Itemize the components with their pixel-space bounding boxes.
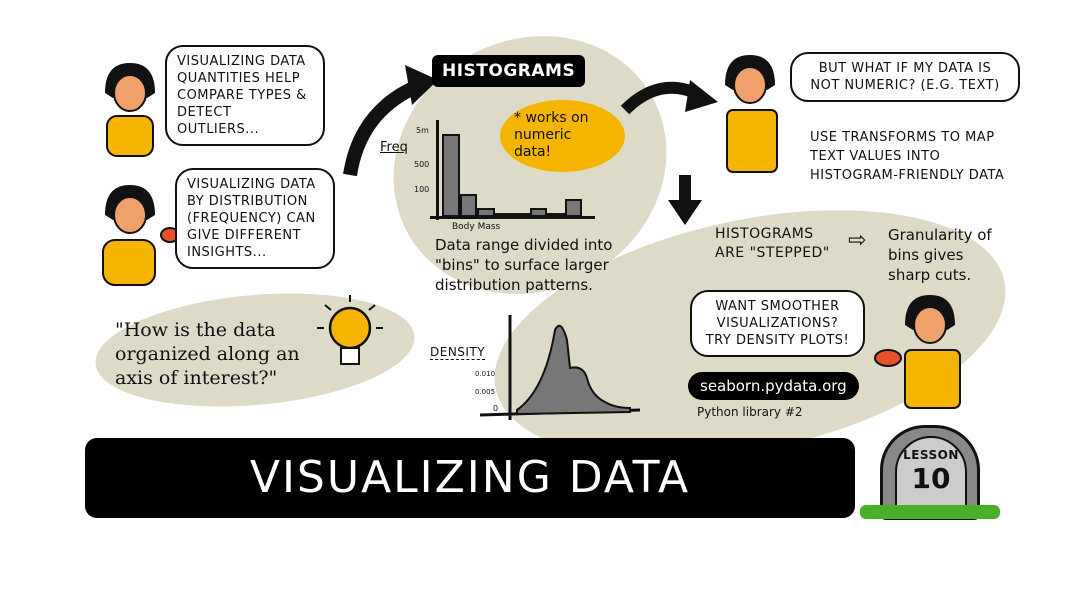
bins-caption: Data range divided into "bins" to surfac… (435, 236, 613, 294)
arrow-down-icon (668, 175, 702, 225)
histogram-bar (564, 198, 582, 217)
implies-arrow-icon: ⇨ (848, 228, 867, 253)
speech-bubble-distribution: Visualizing data by distribution (freque… (175, 168, 335, 269)
lesson-number: 10 (911, 462, 951, 495)
python-library-text: Python library #2 (697, 405, 803, 419)
lightbulb-icon (317, 295, 383, 365)
histogram-x-axis (430, 216, 595, 219)
histogram-ytick: 500 (414, 160, 430, 169)
density-chart: Density 0.010 0.005 0 (425, 310, 645, 425)
question-text: "How is the data organized along an axis… (115, 319, 300, 389)
person-illustration (725, 55, 778, 173)
histogram-bar (512, 213, 530, 217)
person-illustration (105, 63, 155, 157)
histogram-bar (547, 213, 565, 217)
density-ylabel: Density (430, 345, 486, 360)
histogram-xlabel: Body Mass (452, 222, 501, 232)
histograms-title: Histograms (432, 55, 586, 87)
speech-bubble-smoother: Want smoother visualizations? Try densit… (690, 290, 865, 357)
grass-decoration (860, 505, 1000, 519)
speech-bubble-quantities: Visualizing data quantities help compare… (165, 45, 325, 146)
histogram-y-axis (436, 120, 439, 220)
person-illustration (102, 185, 180, 286)
histogram-bar (494, 213, 512, 217)
transforms-text: Use transforms to map text values into h… (810, 130, 1005, 183)
histogram-bar (459, 194, 477, 217)
histogram-bar (477, 207, 495, 217)
histogram-bars (442, 125, 582, 217)
arrow-icon (620, 80, 718, 115)
numeric-note: * works on numeric data! (500, 100, 625, 172)
histogram-chart: Freq 5m 500 100 Body Mass (380, 110, 600, 232)
histogram-ytick: 5m (416, 126, 429, 135)
person-illustration (874, 295, 961, 409)
seaborn-link[interactable]: seaborn.pydata.org (688, 372, 859, 400)
granularity-text: Granularity of bins gives sharp cuts. (888, 226, 992, 284)
arrow-icon (343, 65, 438, 177)
histogram-ytick: 100 (414, 185, 430, 194)
lesson-label: Lesson (903, 448, 959, 462)
density-ytick: 0.005 (475, 388, 496, 396)
stepped-text: Histograms are "stepped" (715, 226, 830, 261)
histogram-bar (529, 207, 547, 217)
density-curve (479, 315, 641, 420)
page-title: Visualizing Data Distributions (85, 438, 855, 583)
density-ytick: 0 (493, 404, 499, 413)
histogram-bar (442, 134, 460, 217)
density-ytick: 0.010 (475, 370, 496, 378)
speech-bubble-not-numeric: But what if my data is not numeric? (e.g… (790, 52, 1020, 102)
histogram-ylabel: Freq (380, 140, 408, 155)
